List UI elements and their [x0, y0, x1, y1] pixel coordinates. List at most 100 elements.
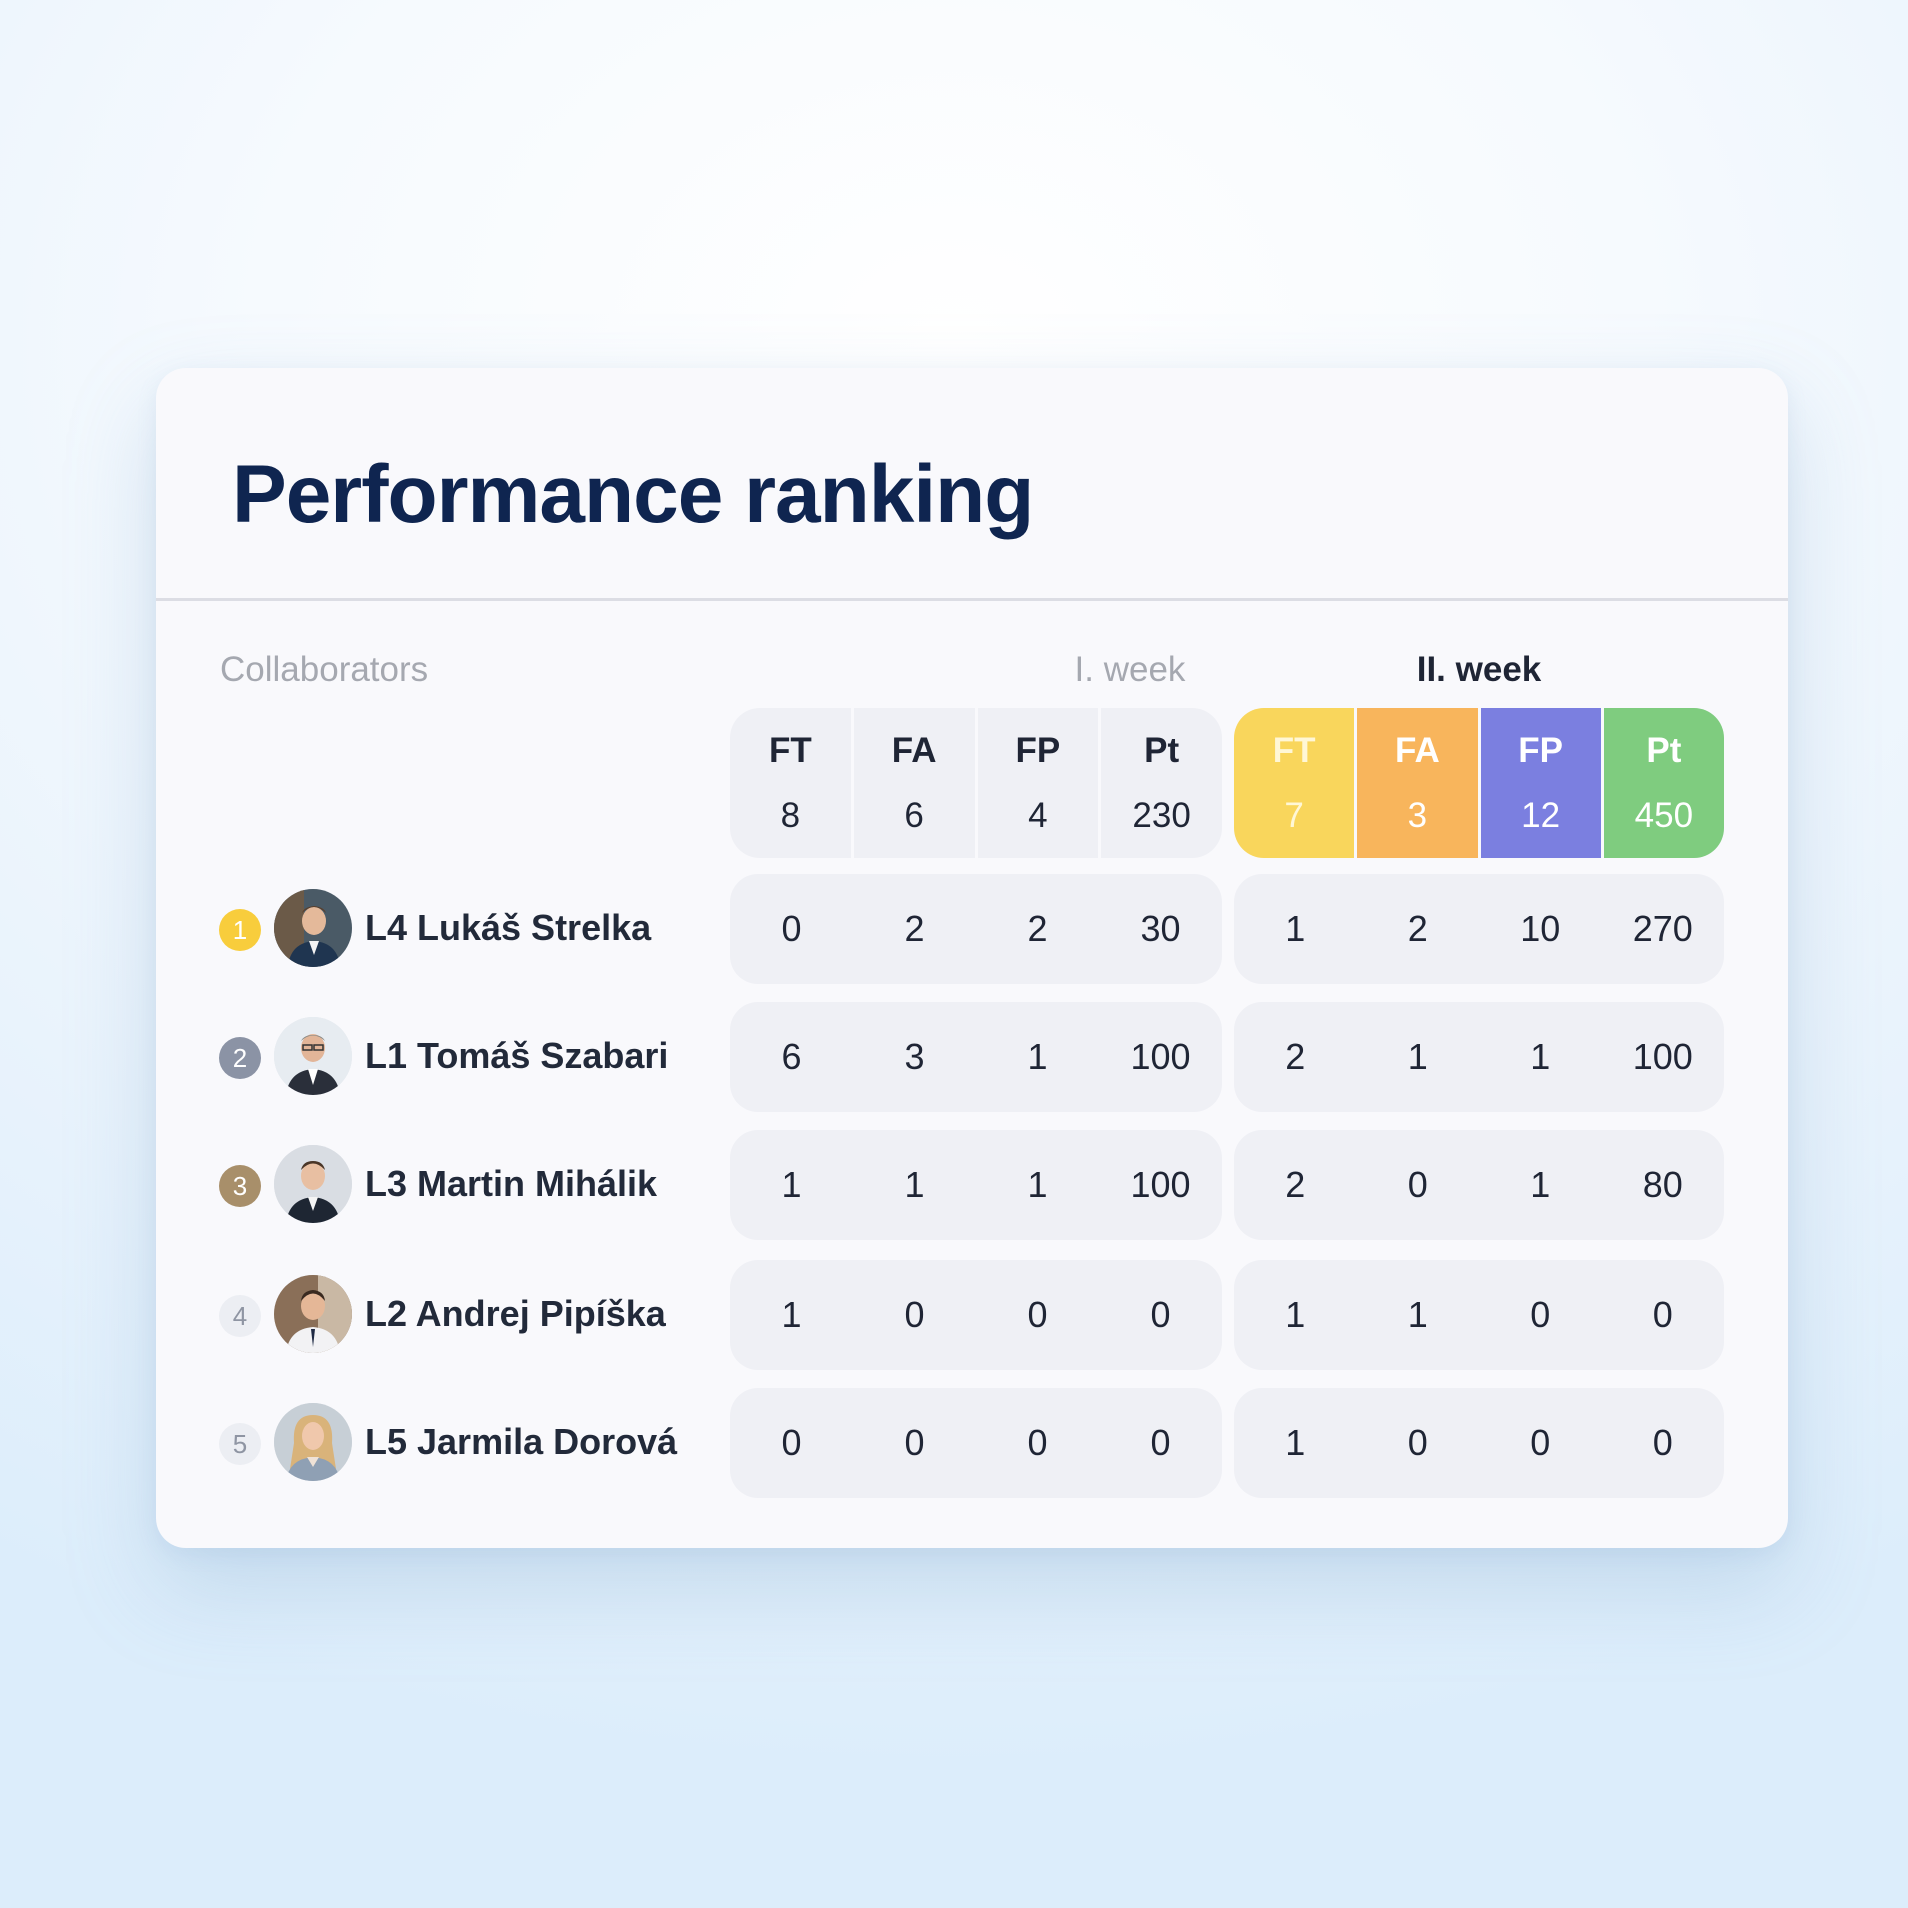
week1-fp-value: 0 [1027, 1294, 1048, 1335]
week2-fa-value: 2 [1407, 908, 1428, 949]
avatar-icon [274, 1145, 352, 1223]
week1-ft-value: 0 [781, 908, 802, 949]
week1-fa-value: 2 [904, 908, 925, 949]
week1-values: 6 3 1 100 [730, 1002, 1222, 1112]
collaborators-column-label: Collaborators [220, 650, 429, 689]
avatar-icon [274, 1275, 352, 1353]
avatar-icon [274, 889, 352, 967]
week2-ft-header[interactable]: FT 7 [1234, 708, 1355, 858]
week2-pt-value: 100 [1632, 1036, 1693, 1077]
collaborator-name: L2 Andrej Pipíška [365, 1293, 666, 1334]
week2-totals-header: FT 7 FA 3 FP 12 Pt 450 [1234, 708, 1724, 858]
collaborator-name: L3 Martin Mihálik [365, 1163, 658, 1204]
week2-values: 1 2 10 270 [1234, 874, 1724, 984]
week1-fa-header[interactable]: FA 6 [850, 708, 975, 858]
week2-pt-total: 450 [1634, 796, 1694, 835]
week2-fa-header[interactable]: FA 3 [1354, 708, 1478, 858]
collaborator-name: L5 Jarmila Dorová [365, 1421, 678, 1462]
week2-fp-total: 12 [1521, 796, 1561, 835]
week1-pt-value: 30 [1140, 908, 1181, 949]
rank-badge: 1 [219, 909, 261, 951]
avatar-icon [274, 1017, 352, 1095]
ranking-row[interactable]: 2 L1 Tomáš Szabari 6 3 1 100 2 1 1 100 [156, 1002, 1788, 1112]
collaborator-name: L1 Tomáš Szabari [365, 1035, 669, 1076]
ranking-row[interactable]: 4 L2 Andrej Pipíška 1 0 0 0 1 1 0 0 [156, 1260, 1788, 1370]
week2-pt-value: 270 [1632, 908, 1693, 949]
week2-fa-total: 3 [1407, 796, 1428, 835]
week2-ft-total: 7 [1284, 796, 1304, 835]
week1-fa-value: 0 [904, 1422, 925, 1463]
page-title: Performance ranking [232, 449, 1034, 540]
week1-values: 0 0 0 0 [730, 1388, 1222, 1498]
week2-fp-header[interactable]: FP 12 [1477, 708, 1601, 858]
week1-fp-value: 2 [1027, 908, 1048, 949]
week1-fp-value: 1 [1027, 1036, 1048, 1077]
week2-fa-value: 1 [1407, 1294, 1428, 1335]
week1-values: 1 1 1 100 [730, 1130, 1222, 1240]
collaborator-name: L4 Lukáš Strelka [365, 907, 652, 948]
week1-ft-value: 6 [781, 1036, 802, 1077]
week2-values: 1 0 0 0 [1234, 1388, 1724, 1498]
week2-fp-value: 10 [1520, 908, 1561, 949]
week2-fp-value: 1 [1530, 1164, 1551, 1205]
rank-badge: 2 [219, 1037, 261, 1079]
week1-ft-header[interactable]: FT 8 [730, 708, 851, 858]
ranking-row[interactable]: 3 L3 Martin Mihálik 1 1 1 100 2 0 1 80 [156, 1130, 1788, 1240]
week2-pt-value: 0 [1652, 1294, 1673, 1335]
week2-ft-value: 1 [1285, 908, 1306, 949]
week1-pt-value: 100 [1130, 1036, 1191, 1077]
week2-fa-value: 1 [1407, 1036, 1428, 1077]
rank-badge: 4 [219, 1295, 261, 1337]
week1-values: 0 2 2 30 [730, 874, 1222, 984]
week2-ft-value: 1 [1285, 1294, 1306, 1335]
week1-fa-value: 3 [904, 1036, 925, 1077]
week2-values: 1 1 0 0 [1234, 1260, 1724, 1370]
week2-pt-header[interactable]: Pt 450 [1600, 708, 1724, 858]
week1-totals-header: FT 8 FA 6 FP 4 Pt 230 [730, 708, 1222, 858]
week1-pt-value: 0 [1150, 1422, 1171, 1463]
week1-pt-header[interactable]: Pt 230 [1098, 708, 1222, 858]
week2-ft-value: 2 [1285, 1036, 1306, 1077]
week1-ft-value: 0 [781, 1422, 802, 1463]
week1-fp-total: 4 [1028, 796, 1048, 835]
week1-fp-value: 0 [1027, 1422, 1048, 1463]
week2-ft-value: 2 [1285, 1164, 1306, 1205]
week1-fp-label: FP [1015, 731, 1061, 770]
week2-fa-value: 0 [1407, 1164, 1428, 1205]
week1-pt-value: 100 [1130, 1164, 1191, 1205]
week2-ft-value: 1 [1285, 1422, 1306, 1463]
week1-ft-label: FT [768, 731, 812, 770]
week2-fp-value: 0 [1530, 1294, 1551, 1335]
avatar-icon [274, 1403, 352, 1481]
week1-pt-value: 0 [1150, 1294, 1171, 1335]
week2-fa-value: 0 [1407, 1422, 1428, 1463]
week1-fp-header[interactable]: FP 4 [974, 708, 1099, 858]
week1-fa-value: 1 [904, 1164, 925, 1205]
title-divider [156, 598, 1788, 601]
week1-ft-value: 1 [781, 1164, 802, 1205]
week2-fp-label: FP [1518, 731, 1563, 770]
week1-fa-total: 6 [904, 796, 924, 835]
week2-column-label[interactable]: II. week [1416, 650, 1542, 689]
ranking-row[interactable]: 1 L4 Lukáš Strelka 0 2 2 30 1 2 10 270 [156, 874, 1788, 984]
week1-pt-total: 230 [1132, 796, 1191, 835]
week2-pt-value: 80 [1642, 1164, 1683, 1205]
week1-column-label[interactable]: I. week [1074, 650, 1186, 689]
rank-badge: 5 [219, 1423, 261, 1465]
week1-fa-value: 0 [904, 1294, 925, 1335]
week2-values: 2 0 1 80 [1234, 1130, 1724, 1240]
rank-badge: 3 [219, 1165, 261, 1207]
week2-pt-label: Pt [1646, 731, 1682, 770]
week2-pt-value: 0 [1652, 1422, 1673, 1463]
performance-ranking-card: Performance ranking Collaborators I. wee… [156, 368, 1788, 1548]
week1-pt-label: Pt [1144, 731, 1180, 770]
week2-fa-label: FA [1395, 731, 1440, 770]
week1-ft-value: 1 [781, 1294, 802, 1335]
week2-fp-value: 0 [1530, 1422, 1551, 1463]
week1-fp-value: 1 [1027, 1164, 1048, 1205]
week2-fp-value: 1 [1530, 1036, 1551, 1077]
week2-ft-label: FT [1272, 731, 1316, 770]
week1-fa-label: FA [891, 731, 937, 770]
week1-values: 1 0 0 0 [730, 1260, 1222, 1370]
ranking-row[interactable]: 5 L5 Jarmila Dorová 0 0 0 0 1 0 0 0 [156, 1388, 1788, 1498]
